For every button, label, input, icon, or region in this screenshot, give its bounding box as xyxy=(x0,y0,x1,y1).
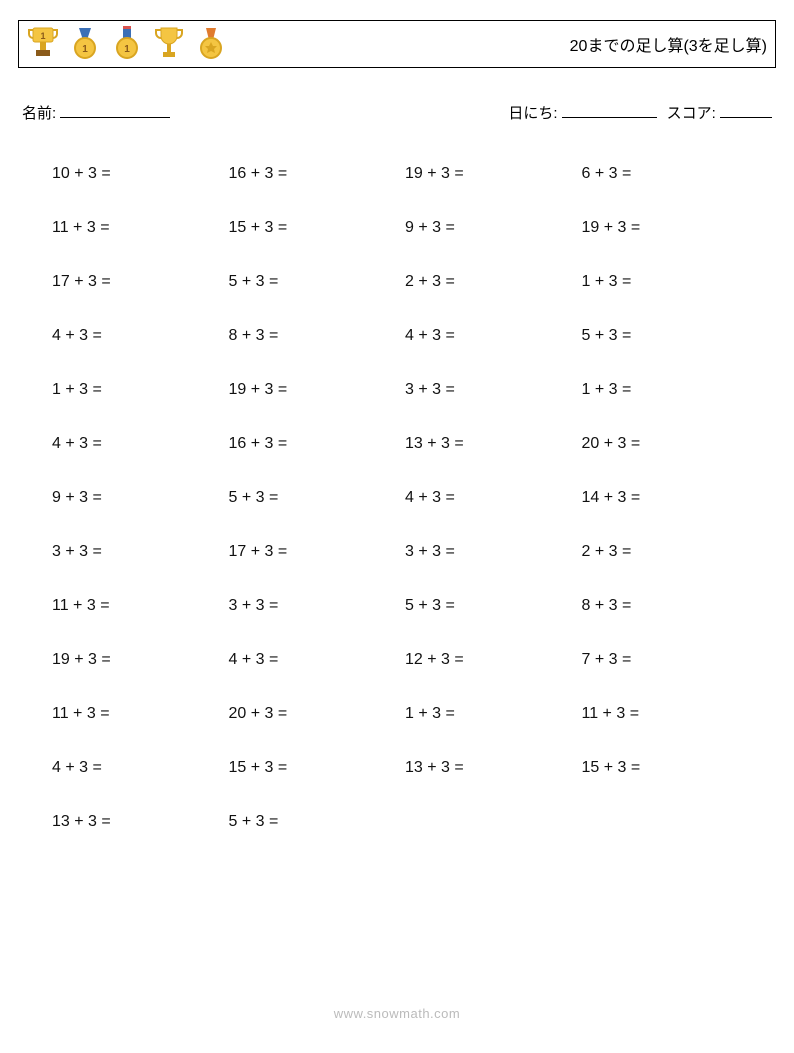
problem-cell: 20 + 3 = xyxy=(229,687,406,741)
problem-cell: 5 + 3 = xyxy=(229,795,406,849)
problem-cell: 12 + 3 = xyxy=(405,633,582,687)
problem-cell: 11 + 3 = xyxy=(52,201,229,255)
problem-cell: 14 + 3 = xyxy=(582,471,759,525)
problem-cell: 1 + 3 = xyxy=(582,255,759,309)
problem-cell: 10 + 3 = xyxy=(52,147,229,201)
problem-cell: 16 + 3 = xyxy=(229,147,406,201)
name-label: 名前: xyxy=(22,105,56,122)
problem-cell: 5 + 3 = xyxy=(229,255,406,309)
problem-cell xyxy=(405,795,582,849)
problem-cell: 17 + 3 = xyxy=(229,525,406,579)
problem-cell: 19 + 3 = xyxy=(405,147,582,201)
date-blank[interactable] xyxy=(562,103,657,118)
problem-cell: 11 + 3 = xyxy=(582,687,759,741)
trophy-icon: 1 xyxy=(27,26,59,62)
problem-cell: 6 + 3 = xyxy=(582,147,759,201)
problem-cell: 15 + 3 = xyxy=(582,741,759,795)
name-blank[interactable] xyxy=(60,103,170,118)
footer-url: www.snowmath.com xyxy=(0,1006,794,1021)
problem-cell: 8 + 3 = xyxy=(229,309,406,363)
score-label: スコア: xyxy=(667,105,716,122)
problem-cell: 20 + 3 = xyxy=(582,417,759,471)
header-box: 1 1 1 xyxy=(18,20,776,68)
problem-cell: 4 + 3 = xyxy=(52,417,229,471)
svg-text:1: 1 xyxy=(40,31,45,41)
trophy-cup-icon xyxy=(153,26,185,62)
problem-cell: 3 + 3 = xyxy=(405,363,582,417)
problem-cell: 9 + 3 = xyxy=(52,471,229,525)
problem-cell: 4 + 3 = xyxy=(52,741,229,795)
problem-cell: 5 + 3 = xyxy=(229,471,406,525)
svg-text:1: 1 xyxy=(82,44,88,55)
problem-cell: 19 + 3 = xyxy=(229,363,406,417)
problem-cell: 8 + 3 = xyxy=(582,579,759,633)
problem-cell: 3 + 3 = xyxy=(229,579,406,633)
problem-cell: 1 + 3 = xyxy=(582,363,759,417)
problem-cell: 13 + 3 = xyxy=(52,795,229,849)
problem-cell xyxy=(582,795,759,849)
problem-cell: 16 + 3 = xyxy=(229,417,406,471)
problems-grid: 10 + 3 =16 + 3 =19 + 3 =6 + 3 =11 + 3 =1… xyxy=(18,147,776,849)
problem-cell: 13 + 3 = xyxy=(405,417,582,471)
problem-cell: 1 + 3 = xyxy=(52,363,229,417)
worksheet-title: 20までの足し算(3を足し算) xyxy=(570,32,767,56)
problem-cell: 4 + 3 = xyxy=(52,309,229,363)
medal-ribbon-icon: 1 xyxy=(111,26,143,62)
problem-cell: 2 + 3 = xyxy=(405,255,582,309)
medal-star-icon xyxy=(195,26,227,62)
problem-cell: 3 + 3 = xyxy=(405,525,582,579)
medal-icon: 1 xyxy=(69,26,101,62)
score-blank[interactable] xyxy=(720,103,772,118)
problem-cell: 2 + 3 = xyxy=(582,525,759,579)
problem-cell: 4 + 3 = xyxy=(405,471,582,525)
problem-cell: 11 + 3 = xyxy=(52,579,229,633)
date-label: 日にち: xyxy=(508,105,557,122)
problem-cell: 5 + 3 = xyxy=(405,579,582,633)
problem-cell: 19 + 3 = xyxy=(582,201,759,255)
problem-cell: 7 + 3 = xyxy=(582,633,759,687)
problem-cell: 15 + 3 = xyxy=(229,201,406,255)
problem-cell: 1 + 3 = xyxy=(405,687,582,741)
svg-text:1: 1 xyxy=(124,44,130,55)
header-icons: 1 1 1 xyxy=(27,26,227,62)
problem-cell: 19 + 3 = xyxy=(52,633,229,687)
info-row: 名前: 日にち: スコア: xyxy=(18,102,776,123)
problem-cell: 15 + 3 = xyxy=(229,741,406,795)
problem-cell: 3 + 3 = xyxy=(52,525,229,579)
problem-cell: 9 + 3 = xyxy=(405,201,582,255)
problem-cell: 11 + 3 = xyxy=(52,687,229,741)
problem-cell: 4 + 3 = xyxy=(229,633,406,687)
problem-cell: 5 + 3 = xyxy=(582,309,759,363)
problem-cell: 13 + 3 = xyxy=(405,741,582,795)
problem-cell: 4 + 3 = xyxy=(405,309,582,363)
problem-cell: 17 + 3 = xyxy=(52,255,229,309)
